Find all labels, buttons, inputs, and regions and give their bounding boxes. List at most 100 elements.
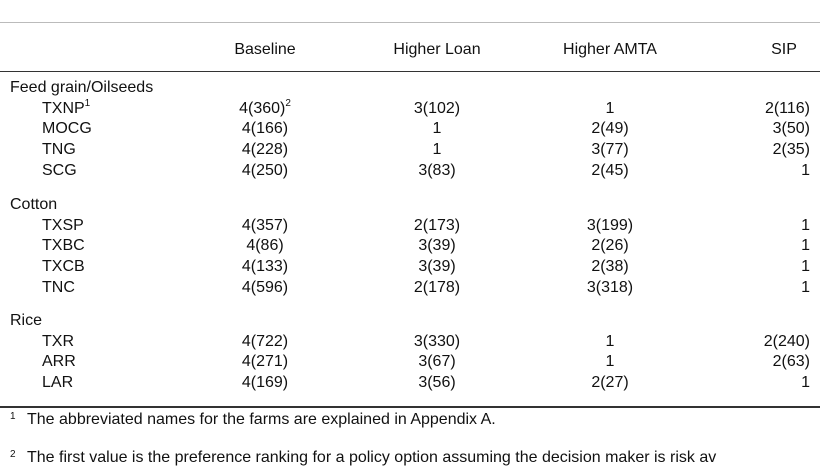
cell: 1 [801,162,810,180]
footnote: The first value is the preference rankin… [27,449,716,467]
row-label: TNG [42,141,76,159]
row-label-text: TXBC [42,237,85,255]
cell-text: 1 [801,161,810,179]
cell: 1 [606,100,615,118]
row-label: MOCG [42,120,92,138]
cell: 3(102) [414,100,460,118]
cell-text: 3(56) [418,374,456,392]
footnote: The abbreviated names for the farms are … [27,411,496,429]
cell: 2(45) [591,162,628,180]
group-label: Feed grain/Oilseeds [10,79,153,97]
footnote-ref: 2 [285,97,291,109]
cell: 2(27) [591,374,628,392]
cell: 2(173) [414,217,460,235]
group-label: Rice [10,312,42,330]
row-label-text: TXNP [42,99,85,117]
footnote-marker: 1 [10,408,16,426]
cell: 3(50) [773,120,810,138]
cell-text: 2(27) [591,374,629,392]
cell: 4(271) [242,353,288,371]
cell-text: 1 [801,258,810,276]
cell-text: 3(102) [413,99,461,117]
cell: 1 [801,279,810,297]
cell-text: 2(116) [764,99,810,117]
cell: 2(63) [773,353,810,371]
cell-text: 1 [801,237,810,255]
group-label-text: Cotton [10,196,58,213]
cell: 1 [801,237,810,255]
cell-text: 3(318) [586,278,634,296]
row-label-text: TXCB [42,258,85,276]
cell-text: 4(169) [241,374,289,392]
bottom-rule [0,406,820,408]
cell-text: 1 [605,353,615,371]
row-label-text: SCG [42,161,77,179]
cell-text: 1 [605,332,615,350]
cell: 2(49) [591,120,628,138]
column-header: Higher AMTA [563,41,657,59]
row-label: TXCB [42,258,85,276]
cell: 4(596) [242,279,288,297]
cell: 2(35) [773,141,810,159]
cell-text: 3(67) [418,353,456,371]
cell-text: 1 [801,278,810,296]
cell: 3(330) [414,333,460,351]
cell-text: 1 [432,120,442,138]
cell-text: 2(38) [591,258,629,276]
cell-text: 1 [801,216,810,234]
cell-text: 4(250) [241,161,289,179]
cell: 1 [433,120,442,138]
group-label-text: Feed grain/Oilseeds [10,79,154,96]
cell-text: 4(166) [241,120,289,138]
footnote-marker-text: 1 [10,411,16,422]
cell-text: 4(228) [241,141,289,159]
cell: 1 [801,258,810,276]
row-label: TXR [42,333,74,351]
cell: 3(199) [587,217,633,235]
row-label: ARR [42,353,76,371]
cell: 2(116) [765,100,810,118]
cell-text: 3(39) [418,258,456,276]
top-rule [0,22,820,23]
row-label-text: TXSP [42,216,84,234]
row-label: TXNP1 [42,98,90,118]
cell-text: 4(357) [241,216,289,234]
cell-text: 3(50) [772,120,810,138]
cell: 1 [801,217,810,235]
cell-text: 2(45) [591,161,629,179]
cell: 4(86) [246,237,283,255]
column-header-text: Higher AMTA [563,41,657,58]
cell-text: 2(173) [413,216,461,234]
footnote-text: The abbreviated names for the farms are … [27,411,496,428]
cell: 3(39) [418,237,455,255]
cell-text: 3(83) [418,161,456,179]
row-label: TXSP [42,217,84,235]
row-label: LAR [42,374,73,392]
cell-text: 4(86) [246,237,284,255]
cell: 4(250) [242,162,288,180]
cell-text: 4(133) [241,258,289,276]
cell: 3(318) [587,279,633,297]
cell-text: 2(49) [591,120,629,138]
column-header-text: SIP [771,41,797,58]
row-label-text: MOCG [42,120,92,138]
footnote-marker-text: 2 [10,449,16,460]
row-label: TNC [42,279,75,297]
cell: 3(83) [418,162,455,180]
cell-text: 3(330) [413,332,461,350]
group-label-text: Rice [10,312,43,329]
cell-text: 2(63) [772,353,810,371]
row-label-text: LAR [42,374,74,392]
row-label-text: TNG [42,141,76,159]
cell: 3(67) [418,353,455,371]
cell: 2(26) [591,237,628,255]
column-header: SIP [771,41,797,59]
cell-text: 1 [605,99,615,117]
cell: 3(56) [418,374,455,392]
cell: 4(360)2 [239,97,291,118]
column-header: Higher Loan [393,41,480,59]
cell-text: 1 [801,374,810,392]
cell: 1 [433,141,442,159]
cell-text: 4(722) [241,332,289,350]
